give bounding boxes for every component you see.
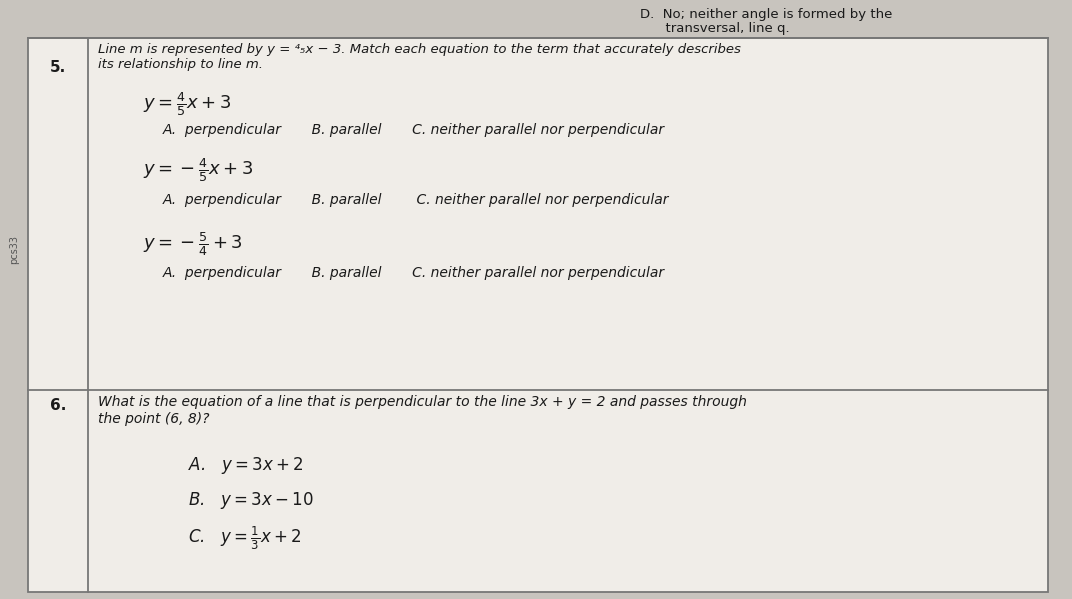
Text: pcs33: pcs33 — [9, 235, 19, 265]
Text: $y = -\frac{4}{5}x + 3$: $y = -\frac{4}{5}x + 3$ — [143, 156, 253, 184]
Text: 5.: 5. — [50, 60, 66, 75]
Text: What is the equation of a line that is perpendicular to the line 3x + y = 2 and : What is the equation of a line that is p… — [98, 395, 747, 409]
Text: 6.: 6. — [49, 398, 66, 413]
Text: its relationship to line m.: its relationship to line m. — [98, 58, 263, 71]
Text: B.   $y = 3x - 10$: B. $y = 3x - 10$ — [188, 490, 314, 511]
Text: Line m is represented by y = ⁴₅x − 3. Match each equation to the term that accur: Line m is represented by y = ⁴₅x − 3. Ma… — [98, 43, 741, 56]
Text: transversal, line q.: transversal, line q. — [640, 22, 790, 35]
Text: A.  perpendicular       B. parallel        C. neither parallel nor perpendicular: A. perpendicular B. parallel C. neither … — [163, 193, 670, 207]
Text: $y = -\frac{5}{4} + 3$: $y = -\frac{5}{4} + 3$ — [143, 230, 242, 258]
Text: $y = \frac{4}{5}x + 3$: $y = \frac{4}{5}x + 3$ — [143, 90, 232, 118]
Text: A.  perpendicular       B. parallel       C. neither parallel nor perpendicular: A. perpendicular B. parallel C. neither … — [163, 266, 665, 280]
Text: C.   $y = \frac{1}{3}x + 2$: C. $y = \frac{1}{3}x + 2$ — [188, 525, 301, 552]
Text: A.   $y = 3x + 2$: A. $y = 3x + 2$ — [188, 455, 303, 476]
Text: D.  No; neither angle is formed by the: D. No; neither angle is formed by the — [640, 8, 892, 21]
Text: A.  perpendicular       B. parallel       C. neither parallel nor perpendicular: A. perpendicular B. parallel C. neither … — [163, 123, 665, 137]
Text: the point (6, 8)?: the point (6, 8)? — [98, 412, 209, 426]
